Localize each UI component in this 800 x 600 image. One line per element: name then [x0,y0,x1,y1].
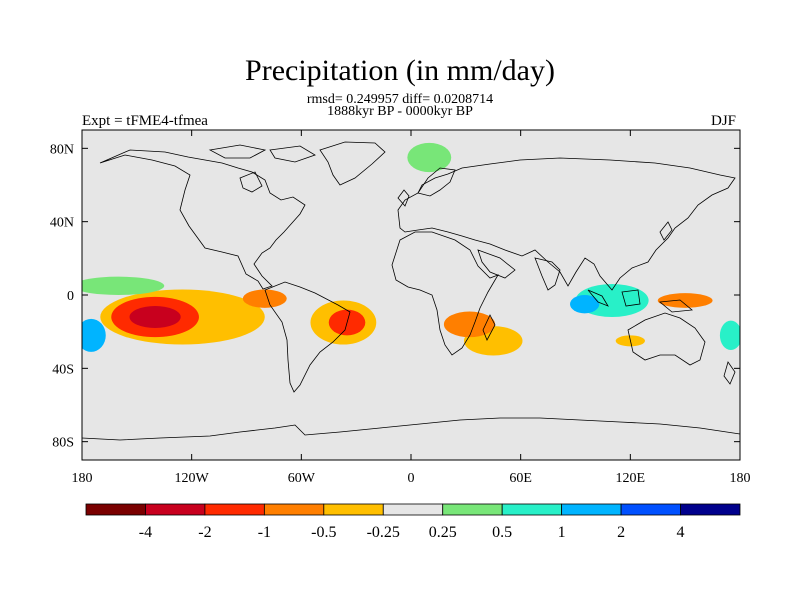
y-tick-label: 0 [67,289,74,304]
colorbar-box [561,503,622,516]
colorbar-box [680,503,741,516]
coastline-greenland [319,141,386,186]
coastline-africa [391,231,499,356]
y-tick-label: 80S [52,436,74,451]
colorbar-label: 0.5 [492,524,512,541]
colorbar-label: 0.25 [429,524,457,541]
coastline-hudson-bay [239,171,263,193]
anomaly-region [407,142,452,173]
colorbar-label: -0.5 [311,524,336,541]
anomaly-region [570,295,600,314]
x-axis-ticks: 180 120W 60W 0 60E 120E 180 [72,130,751,486]
x-tick-label: 120E [616,471,646,486]
colorbar-box [442,503,503,516]
colorbar-box [85,503,146,516]
coastlines [82,141,740,441]
anomaly-region [443,311,496,338]
x-tick-label: 120W [175,471,210,486]
coastline-india [534,257,561,291]
anomaly-region [657,293,713,308]
x-tick-label: 0 [408,471,415,486]
colorbar-box [620,503,681,516]
y-axis-ticks: 80N 40N 0 40S 80S [50,142,740,451]
y-tick-label: 40N [50,216,74,231]
anomaly-region [129,306,181,328]
coastline-south-america [264,281,351,393]
coastline-borneo [621,289,641,307]
coastline-japan [659,221,673,241]
period-line: 1888kyr BP - 0000kyr BP [327,104,473,119]
colorbar-label: -2 [198,524,211,541]
colorbar-box [263,503,325,516]
coastline-scandinavia [417,167,456,197]
coastline-sumatra [587,289,609,307]
colorbar-label: 4 [677,524,685,541]
colorbar-box [323,503,384,516]
experiment-label: Expt = tFME4-tfmea [82,113,208,129]
coastline-australia [627,312,706,366]
coastline-new-zealand [723,361,736,385]
x-tick-label: 180 [72,471,93,486]
colorbar-label: -1 [258,524,271,541]
colorbar-box [145,503,206,516]
colorbar-box [501,503,563,516]
colorbar-box [382,503,444,516]
coastline-europe-asia [397,157,736,291]
colorbar-label: -0.25 [367,524,400,541]
colorbar-label: 1 [558,524,566,541]
anomaly-region [242,289,287,308]
colorbar: -4 -2 -1 -0.5 -0.25 0.25 0.5 1 2 4 [85,503,741,541]
coastline-new-guinea [659,299,693,313]
coastline-british-isles [397,189,410,207]
anomaly-layer [82,142,740,356]
anomaly-region [82,318,106,352]
colorbar-label: -4 [139,524,152,541]
stats-line: rmsd= 0.249957 diff= 0.0208714 [306,92,494,107]
season-label: DJF [711,113,737,129]
anomaly-region [82,276,165,295]
coastline-arctic-islands [208,144,316,163]
y-tick-label: 80N [50,142,74,157]
x-tick-label: 180 [730,471,751,486]
plot-title: Precipitation (in mm/day) [245,54,555,87]
coastline-north-america [99,149,306,290]
colorbar-box [204,503,265,516]
coastline-madagascar [482,314,496,341]
colorbar-label: 2 [617,524,625,541]
coastline-arabia [477,249,516,279]
anomaly-region [719,320,740,350]
y-tick-label: 40S [52,362,74,377]
x-tick-label: 60E [509,471,532,486]
x-tick-label: 60W [288,471,316,486]
coastline-antarctica [82,417,740,441]
